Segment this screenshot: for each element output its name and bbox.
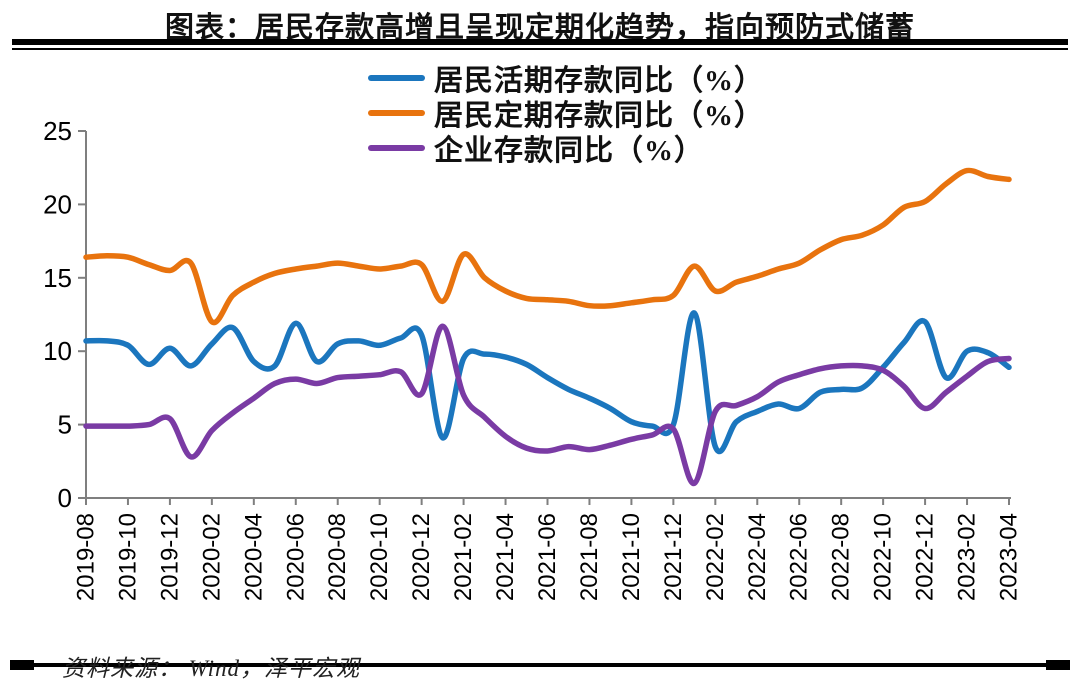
x-axis-tick-label: 2022-10: [870, 513, 897, 601]
x-axis-tick-label: 2020-08: [324, 513, 351, 601]
x-axis-tick-label: 2021-02: [450, 513, 477, 601]
y-axis-tick-label: 25: [43, 116, 72, 146]
title-divider-thin: [12, 48, 1068, 50]
source-note: 资料来源： Wind，泽平宏观: [62, 656, 361, 681]
legend-swatch-2: [368, 145, 425, 151]
y-axis-tick-label: 5: [58, 410, 72, 440]
legend-label-0: 居民活期存款同比（%）: [434, 65, 765, 97]
x-axis-tick-label: 2022-06: [786, 513, 813, 601]
legend-label-2: 企业存款同比（%）: [434, 135, 705, 167]
legend: 居民活期存款同比（%） 居民定期存款同比（%） 企业存款同比（%）: [368, 62, 764, 167]
x-axis-tick-label: 2021-06: [534, 513, 561, 601]
x-axis-tick-label: 2022-04: [744, 513, 771, 601]
x-axis-tick-label: 2021-08: [576, 513, 603, 601]
x-axis-tick-label: 2021-10: [618, 513, 645, 601]
y-axis-tick-label: 20: [43, 189, 72, 219]
footer-divider: [10, 660, 1070, 670]
chart-title: 图表：居民存款高增且呈现定期化趋势，指向预防式储蓄: [164, 12, 915, 44]
x-axis-tick-label: 2022-08: [828, 513, 855, 601]
legend-item-1: 居民定期存款同比（%）: [368, 97, 764, 132]
axis-lines: [85, 131, 1011, 499]
x-axis-tick-label: 2019-10: [114, 513, 141, 601]
x-axis-tick-label: 2022-02: [702, 513, 729, 601]
y-axis-tick-label: 0: [58, 483, 72, 513]
x-axis-tick-label: 2020-02: [198, 513, 225, 601]
legend-item-2: 企业存款同比（%）: [368, 132, 764, 167]
title-divider-thick: [12, 39, 1068, 45]
x-axis-tick-label: 2020-12: [408, 513, 435, 601]
x-axis-tick-label: 2020-06: [282, 513, 309, 601]
x-axis-tick-label: 2019-12: [156, 513, 183, 601]
x-axis-tick-label: 2023-04: [996, 513, 1023, 601]
series-line-1: [83, 167, 1012, 326]
x-axis-tick-label: 2022-12: [912, 513, 939, 601]
legend-swatch-0: [368, 75, 425, 81]
series-line-2: [83, 323, 1012, 487]
legend-label-1: 居民定期存款同比（%）: [434, 100, 765, 132]
y-axis-tick-label: 10: [43, 336, 72, 366]
x-axis-tick-label: 2021-12: [660, 513, 687, 601]
x-axis-tick-label: 2020-10: [366, 513, 393, 601]
legend-swatch-1: [368, 110, 425, 116]
x-axis-tick-label: 2021-04: [492, 513, 519, 601]
legend-item-0: 居民活期存款同比（%）: [368, 62, 764, 97]
y-axis-tick-label: 15: [43, 263, 72, 293]
series-line-0: [83, 310, 1012, 455]
x-axis-tick-label: 2023-02: [954, 513, 981, 601]
x-axis-tick-label: 2019-08: [73, 513, 100, 601]
x-axis-tick-label: 2020-04: [240, 513, 267, 601]
